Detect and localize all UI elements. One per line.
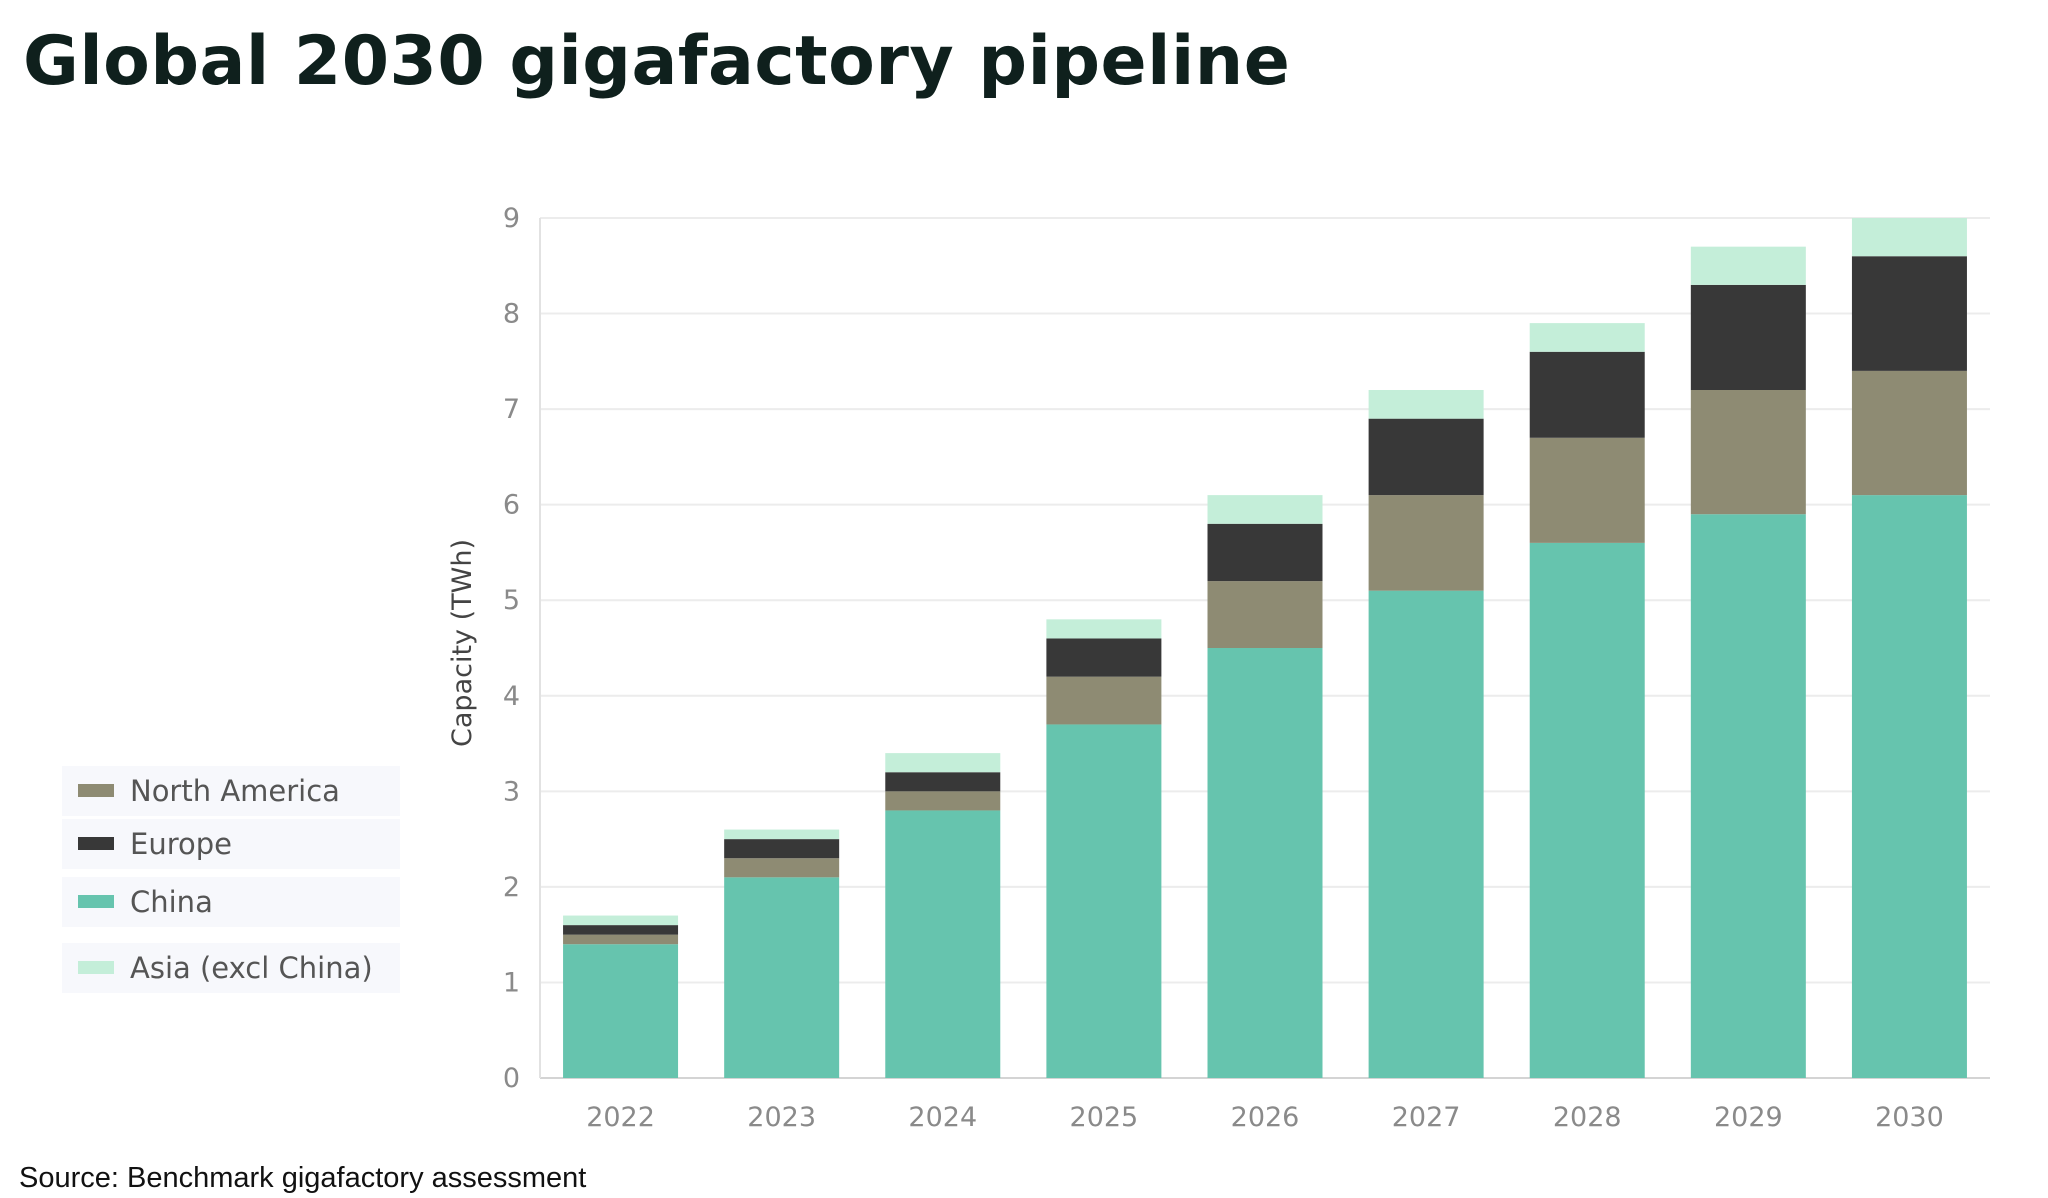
bar-segment-europe-2026 <box>1207 523 1323 582</box>
x-tick-label: 2029 <box>1714 1102 1783 1133</box>
legend-item-bg-china <box>62 877 400 927</box>
bar-segment-north-america-2030 <box>1851 370 1967 496</box>
bar-segment-europe-2029 <box>1690 284 1806 390</box>
bars <box>563 218 1967 1079</box>
legend-label-asia-excl-china: Asia (excl China) <box>130 951 373 985</box>
y-axis-label: Capacity (TWh) <box>447 539 478 747</box>
bar-segment-asia-excl-china-2027 <box>1368 390 1484 419</box>
bar-segment-asia-excl-china-2025 <box>1046 619 1162 639</box>
x-axis-ticks: 2022 2023 2024 2025 2026 2027 2028 2029 2030 <box>586 1102 1944 1133</box>
bar-segment-asia-excl-china-2028 <box>1529 323 1645 352</box>
bar-segment-north-america-2028 <box>1529 437 1645 543</box>
legend: North America Europe China Asia (excl China… <box>62 766 400 993</box>
bar-segment-china-2030 <box>1851 495 1967 1079</box>
bar-segment-china-2022 <box>563 944 679 1078</box>
bar-segment-asia-excl-china-2026 <box>1207 495 1323 524</box>
bar-segment-north-america-2024 <box>885 791 1001 811</box>
legend-swatch-asia-excl-china <box>78 961 114 974</box>
legend-item-bg-europe <box>62 819 400 869</box>
y-tick-label: 2 <box>503 872 520 903</box>
x-tick-label: 2026 <box>1231 1102 1300 1133</box>
bar-segment-china-2029 <box>1690 514 1806 1078</box>
legend-label-china: China <box>130 885 213 919</box>
y-tick-label: 7 <box>503 394 520 425</box>
y-axis-ticks: 0 1 2 3 4 5 6 7 8 9 <box>503 203 520 1094</box>
bar-segment-china-2027 <box>1368 590 1484 1078</box>
bar-segment-europe-2025 <box>1046 638 1162 677</box>
legend-swatch-china <box>78 895 114 908</box>
bar-segment-china-2025 <box>1046 724 1162 1078</box>
bar-segment-europe-2022 <box>563 925 679 935</box>
chart-title: Global 2030 gigafactory pipeline <box>23 22 1291 101</box>
bar-segment-north-america-2023 <box>724 858 840 878</box>
bar-segment-north-america-2027 <box>1368 495 1484 591</box>
bar-segment-asia-excl-china-2029 <box>1690 246 1806 285</box>
y-tick-label: 9 <box>503 203 520 234</box>
x-tick-label: 2024 <box>908 1102 977 1133</box>
legend-label-europe: Europe <box>130 827 232 861</box>
bar-segment-europe-2030 <box>1851 256 1967 371</box>
bar-segment-europe-2028 <box>1529 351 1645 438</box>
bar-segment-north-america-2025 <box>1046 676 1162 725</box>
source-note: Source: Benchmark gigafactory assessment <box>19 1162 587 1194</box>
y-tick-label: 3 <box>503 776 520 807</box>
legend-swatch-north-america <box>78 784 114 797</box>
y-tick-label: 1 <box>503 967 520 998</box>
bar-segment-china-2028 <box>1529 542 1645 1078</box>
bar-segment-china-2026 <box>1207 648 1323 1078</box>
bar-segment-china-2024 <box>885 810 1001 1078</box>
bar-segment-asia-excl-china-2022 <box>563 915 679 926</box>
bar-segment-north-america-2029 <box>1690 390 1806 515</box>
x-tick-label: 2027 <box>1392 1102 1461 1133</box>
bar-segment-europe-2023 <box>724 839 840 859</box>
y-tick-label: 4 <box>503 681 520 712</box>
bar-segment-europe-2027 <box>1368 418 1484 496</box>
x-tick-label: 2023 <box>747 1102 816 1133</box>
legend-item-bg-asia-excl-china <box>62 943 400 993</box>
x-tick-label: 2028 <box>1553 1102 1622 1133</box>
bar-segment-north-america-2022 <box>563 934 679 945</box>
bar-segment-europe-2024 <box>885 772 1001 792</box>
y-tick-label: 0 <box>503 1063 520 1094</box>
y-tick-label: 5 <box>503 585 520 616</box>
legend-item-bg-north-america <box>62 766 400 816</box>
x-tick-label: 2022 <box>586 1102 655 1133</box>
x-tick-label: 2025 <box>1070 1102 1139 1133</box>
bar-segment-asia-excl-china-2023 <box>724 829 840 840</box>
bar-segment-asia-excl-china-2030 <box>1851 218 1967 257</box>
bar-segment-north-america-2026 <box>1207 581 1323 648</box>
y-tick-label: 6 <box>503 490 520 521</box>
bar-segment-asia-excl-china-2024 <box>885 753 1001 773</box>
x-tick-label: 2030 <box>1875 1102 1944 1133</box>
y-tick-label: 8 <box>503 299 520 330</box>
bar-segment-china-2023 <box>724 877 840 1078</box>
legend-label-north-america: North America <box>130 774 340 808</box>
legend-swatch-europe <box>78 837 114 850</box>
